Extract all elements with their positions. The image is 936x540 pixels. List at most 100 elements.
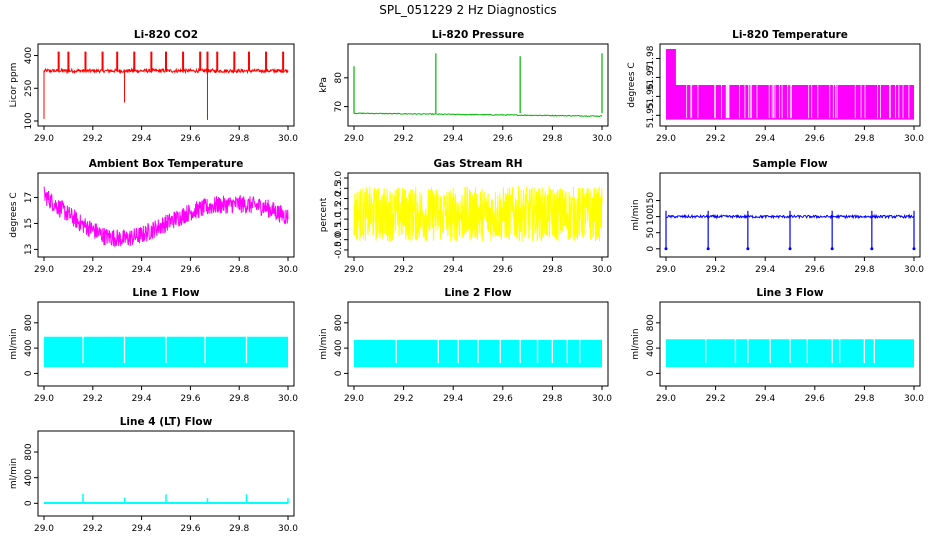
x-tick-label: 29.8 (854, 394, 874, 404)
x-tick-label: 29.2 (394, 265, 414, 275)
chart-panel-6: Sample Flow 29.0 29.2 29.4 29.6 29.8 30.0 0 50 10… (631, 158, 924, 275)
y-tick-label: 51.98 (646, 45, 656, 71)
y-tick-label: 400 (334, 339, 344, 356)
y-axis-label: ml/min (319, 328, 329, 359)
series-line (43, 186, 289, 247)
plot-frame (37, 301, 295, 387)
y-tick-label: 70 (334, 101, 344, 113)
flow-drop-point (912, 247, 916, 251)
y-tick-label: 0 (24, 500, 34, 506)
x-tick-label: 29.4 (755, 134, 775, 144)
x-tick-label: 29.8 (229, 134, 249, 144)
x-tick-label: 29.0 (344, 394, 364, 404)
x-tick-label: 29.0 (34, 524, 54, 534)
plot-frame (659, 301, 921, 387)
y-tick-label: 51.95 (646, 102, 656, 128)
x-tick-label: 29.0 (344, 134, 364, 144)
series-group (43, 51, 289, 120)
flow-drop-point (706, 247, 710, 251)
x-tick-label: 29.4 (132, 524, 152, 534)
y-axis-label: degrees C (627, 62, 637, 107)
chart-title: Line 1 Flow (132, 287, 199, 299)
chart-panel-9: Line 3 Flow 29.0 29.2 29.4 29.6 29.8 30.0 0 400 8… (631, 287, 924, 404)
y-tick-label: 3.0 (334, 171, 344, 186)
y-tick-label: 50 (646, 227, 656, 239)
x-tick-label: 29.0 (656, 134, 676, 144)
y-tick-label: -0.5 (334, 241, 344, 259)
x-tick-label: 29.4 (132, 265, 152, 275)
x-tick-label: 29.2 (83, 265, 103, 275)
y-tick-label: 400 (24, 469, 34, 486)
chart-title: Line 2 Flow (444, 287, 511, 299)
x-tick-label: 30.0 (278, 524, 298, 534)
y-tick-label: 13 (24, 244, 34, 255)
chart-panel-8: Line 2 Flow 29.0 29.2 29.4 29.6 29.8 30.0 0 400 8… (319, 287, 612, 404)
chart-title: Line 4 (LT) Flow (120, 416, 213, 428)
series-group (44, 493, 289, 504)
y-tick-label: 400 (24, 47, 34, 64)
chart-panel-3: Li-820 Temperature 29.0 29.2 29.4 29.6 29.8 30… (627, 29, 924, 144)
initial-spike (666, 49, 676, 120)
y-tick-label: 80 (334, 72, 344, 84)
x-tick-label: 29.2 (706, 265, 726, 275)
plot-frame (659, 43, 921, 127)
x-tick-label: 29.2 (706, 134, 726, 144)
series-group (353, 186, 603, 242)
chart-panel-1: Li-820 CO2 29.0 29.2 29.4 29.6 29.8 30.0 100 250… (9, 29, 298, 144)
chart-panel-7: Line 1 Flow 29.0 29.2 29.4 29.6 29.8 30.0 0 400 8… (9, 287, 298, 404)
y-tick-label: 400 (646, 339, 656, 356)
flow-drop-point (830, 247, 834, 251)
chart-panel-4: Ambient Box Temperature 29.0 29.2 29.4 29.6 2… (9, 158, 298, 275)
x-tick-label: 30.0 (904, 134, 924, 144)
x-tick-label: 30.0 (592, 134, 612, 144)
x-tick-label: 29.4 (443, 134, 463, 144)
y-axis-label: kPa (319, 77, 329, 93)
y-tick-label: 250 (24, 79, 34, 96)
x-tick-label: 30.0 (278, 394, 298, 404)
x-tick-label: 29.4 (755, 394, 775, 404)
x-tick-label: 29.8 (229, 265, 249, 275)
plot-frame (347, 43, 609, 127)
x-tick-label: 29.6 (805, 134, 825, 144)
y-tick-label: 51.96 (646, 83, 656, 109)
y-tick-label: 0 (646, 370, 656, 376)
x-tick-label: 29.0 (656, 265, 676, 275)
series-group (353, 53, 603, 117)
x-tick-label: 30.0 (904, 394, 924, 404)
x-tick-label: 29.6 (805, 394, 825, 404)
figure-title: SPL_051229 2 Hz Diagnostics (379, 3, 556, 17)
x-tick-label: 30.0 (278, 134, 298, 144)
y-tick-label: 0 (334, 370, 344, 376)
y-tick-label: 400 (24, 339, 34, 356)
flow-drop-point (746, 247, 750, 251)
x-tick-label: 29.4 (132, 134, 152, 144)
x-tick-label: 29.4 (755, 265, 775, 275)
x-tick-label: 29.6 (493, 134, 513, 144)
plot-frame (347, 172, 609, 258)
y-tick-label: 2.5 (334, 181, 344, 195)
x-tick-label: 29.6 (805, 265, 825, 275)
y-tick-label: 800 (646, 314, 656, 331)
x-tick-label: 29.8 (854, 265, 874, 275)
y-tick-label: 51.97 (646, 65, 656, 91)
y-tick-label: 0 (24, 370, 34, 376)
y-tick-label: 2.0 (334, 191, 344, 206)
chart-panel-2: Li-820 Pressure 29.0 29.2 29.4 29.6 29.8 30.0 7… (319, 29, 612, 144)
plot-frame (37, 43, 295, 127)
y-axis-label: ml/min (9, 328, 19, 359)
chart-title: Ambient Box Temperature (89, 158, 244, 170)
plot-frame (37, 172, 295, 258)
x-tick-label: 29.6 (493, 265, 513, 275)
chart-title: Li-820 CO2 (134, 29, 198, 41)
chart-title: Li-820 Temperature (732, 29, 848, 41)
x-tick-label: 29.0 (656, 394, 676, 404)
y-tick-label: 15 (24, 218, 34, 229)
y-tick-label: 17 (24, 192, 34, 203)
x-tick-label: 29.4 (132, 394, 152, 404)
x-tick-label: 29.6 (180, 265, 200, 275)
y-tick-label: 1.0 (334, 212, 344, 227)
y-tick-label: 800 (24, 314, 34, 331)
y-tick-label: 150 (646, 192, 656, 209)
y-tick-label: 800 (24, 443, 34, 460)
x-tick-label: 29.8 (854, 134, 874, 144)
